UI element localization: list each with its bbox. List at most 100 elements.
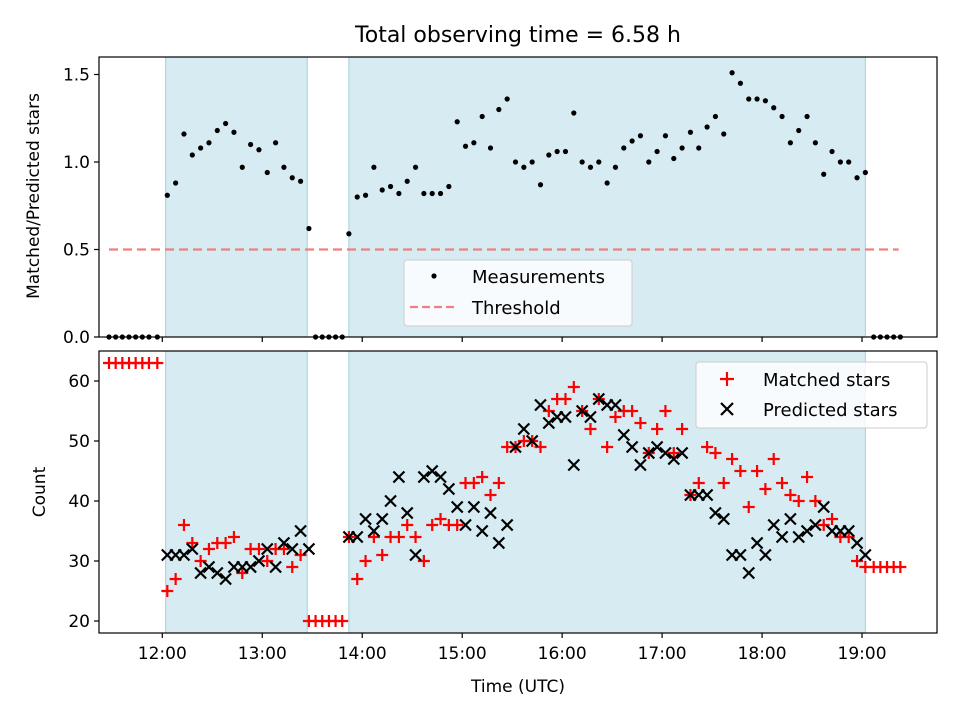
measurement-point (746, 96, 752, 102)
measurement-point (637, 133, 644, 139)
measurement-point (654, 148, 660, 155)
measurement-point (421, 190, 427, 197)
matched-point (826, 513, 839, 525)
x-tick-label: 19:00 (838, 644, 887, 664)
measurement-point (812, 140, 818, 146)
predicted-point (202, 560, 216, 574)
measurement-point (679, 145, 685, 151)
plot-frame (98, 350, 938, 634)
measurement-point (496, 106, 502, 113)
predicted-point (650, 440, 664, 454)
matched-point (476, 471, 489, 483)
matched-point (742, 501, 755, 513)
measurement-point (362, 192, 369, 198)
predicted-point (350, 530, 364, 544)
predicted-point (252, 554, 266, 568)
measurement-point (289, 175, 295, 181)
measurement-point (396, 190, 402, 197)
top-axes: 0.0 0.5 1.0 1.5 (63, 56, 938, 348)
predicted-point (592, 392, 606, 406)
predicted-point (759, 548, 772, 562)
matched-point (194, 555, 207, 567)
matched-point (842, 531, 855, 543)
predicted-point (842, 524, 855, 538)
y-tick-label: 50 (68, 432, 90, 452)
measurement-point (604, 180, 610, 186)
measurement-point (696, 145, 702, 151)
predicted-point (177, 548, 191, 562)
predicted-point (767, 518, 781, 532)
matched-point (367, 531, 380, 543)
measurement-point (562, 148, 569, 155)
matched-point (426, 519, 439, 531)
matched-point (567, 381, 580, 393)
predicted-point (285, 542, 299, 556)
measurement-point (779, 113, 785, 120)
predicted-point (750, 536, 764, 550)
predicted-point (634, 458, 647, 472)
matched-point (151, 357, 164, 369)
predicted-point (659, 446, 672, 460)
measurement-point (837, 159, 843, 165)
measurement-point (846, 159, 852, 165)
predicted-point (277, 536, 291, 550)
measurement-point (762, 98, 769, 104)
predicted-point (442, 482, 456, 496)
measurement-point (754, 96, 760, 102)
matched-point (767, 453, 780, 465)
measurement-point (429, 190, 435, 197)
matched-point (809, 495, 822, 507)
measurement-point (721, 131, 727, 137)
matched-point (609, 411, 622, 423)
matched-point (261, 555, 274, 567)
predicted-stars-series (161, 392, 872, 586)
predicted-point (269, 560, 282, 574)
measurement-point (771, 105, 777, 111)
measurement-point (729, 70, 735, 76)
count-panel: 20 30 40 50 60 12:00 13:00 14:00 15:00 16:00 17:00… (68, 350, 938, 664)
measurement-point (248, 141, 254, 148)
legend-predicted-label: Predicted stars (763, 400, 897, 421)
measurement-point (412, 164, 419, 170)
x-tick-label: 13:00 (238, 644, 287, 664)
matched-point (701, 441, 714, 453)
matched-point (626, 405, 639, 417)
predicted-point (534, 398, 547, 412)
matched-point (252, 543, 265, 555)
matched-point (667, 447, 680, 459)
matched-point (467, 477, 480, 489)
matched-point (359, 555, 372, 567)
matched-point (401, 519, 414, 531)
measurement-point (571, 110, 577, 116)
measurement-point (854, 175, 860, 181)
measurement-point (737, 80, 744, 86)
x-axis-label: Time (UTC) (470, 677, 565, 697)
measurement-point (404, 178, 410, 184)
measurement-point (239, 164, 245, 170)
legend-matched-label: Matched stars (763, 370, 890, 391)
matched-point (294, 549, 307, 561)
measurement-point (214, 127, 220, 134)
matched-point (894, 561, 907, 573)
predicted-point (709, 506, 722, 520)
y-tick-label: 0.0 (63, 328, 90, 348)
y-tick-label: 0.5 (63, 241, 90, 261)
predicted-point (475, 524, 489, 538)
measurement-point (272, 140, 279, 146)
measurement-point (596, 159, 602, 165)
measurement-point (646, 159, 652, 165)
y-tick-label: 40 (68, 492, 90, 512)
measurement-point (829, 148, 835, 155)
predicted-point (717, 512, 731, 526)
predicted-point (809, 518, 822, 532)
y-tick-label: 1.5 (63, 66, 90, 86)
predicted-point (417, 470, 431, 484)
predicted-point (525, 434, 539, 448)
matched-point (709, 447, 722, 459)
measurement-point (297, 178, 304, 184)
matched-point (277, 543, 290, 555)
matched-point (559, 393, 572, 405)
matched-point (726, 453, 739, 465)
y-tick-label: 60 (68, 372, 90, 392)
